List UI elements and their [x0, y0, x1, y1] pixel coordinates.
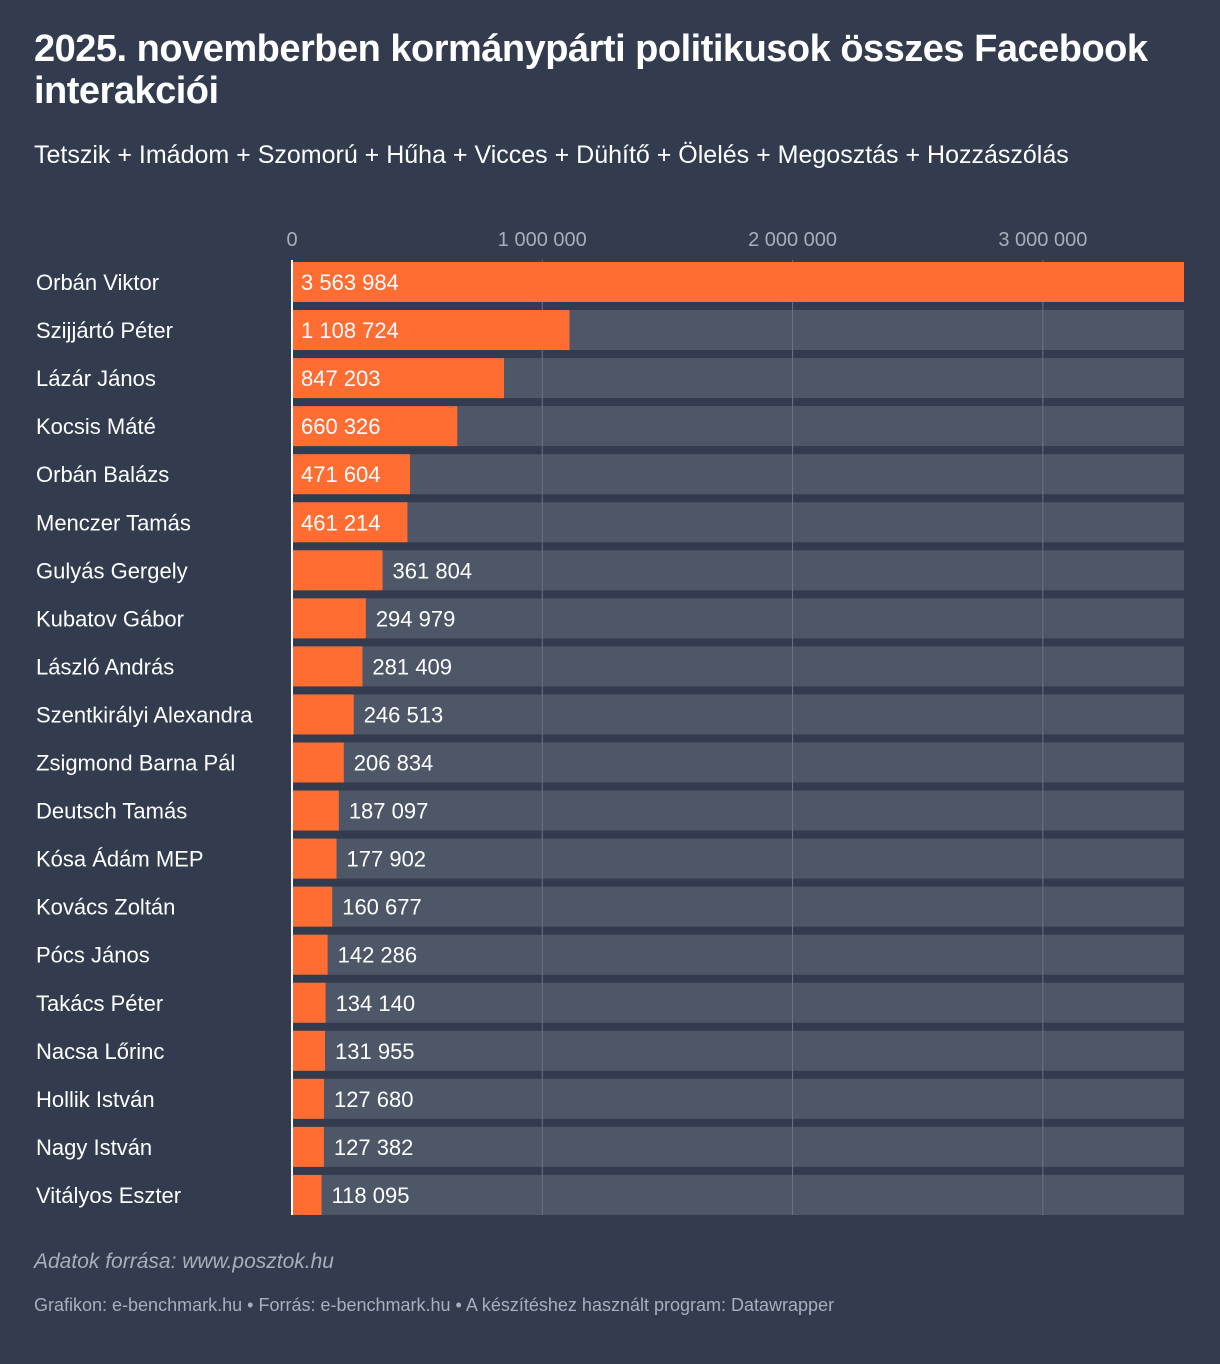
bar: [292, 358, 505, 399]
value-label: 134 140: [336, 991, 416, 1016]
category-label: Szentkirályi Alexandra: [36, 702, 253, 727]
bar: [292, 310, 570, 351]
bar: [292, 934, 328, 975]
category-label: Hollik István: [36, 1087, 155, 1112]
value-label: 160 677: [342, 895, 422, 920]
bar: [292, 454, 411, 495]
bar: [292, 742, 344, 783]
value-label: 142 286: [338, 943, 418, 968]
footer-credits: Grafikon: e-benchmark.hu • Forrás: e-ben…: [34, 1295, 834, 1316]
bar: [292, 1030, 326, 1071]
bar-track: [292, 454, 1184, 495]
value-label: 246 513: [364, 702, 444, 727]
bar: [292, 262, 1184, 302]
bar: [292, 790, 339, 831]
value-label: 127 680: [334, 1087, 414, 1112]
value-label: 847 203: [301, 366, 381, 391]
bar: [292, 1126, 324, 1167]
bar-track: [292, 790, 1184, 831]
category-label: Orbán Balázs: [36, 462, 169, 487]
footer-separator: •: [455, 1295, 462, 1315]
bar: [292, 406, 458, 447]
bar-track: [292, 982, 1184, 1023]
category-label: Vitályos Eszter: [36, 1183, 181, 1208]
bar-track: [292, 550, 1184, 591]
bar-track: [292, 1030, 1184, 1071]
value-label: 1 108 724: [301, 318, 399, 343]
value-label: 281 409: [372, 654, 452, 679]
bar-track: [292, 838, 1184, 879]
category-label: László András: [36, 654, 174, 679]
chart-subtitle: Tetszik + Imádom + Szomorú + Hűha + Vicc…: [34, 141, 1069, 169]
bar-track: [292, 646, 1184, 687]
category-label: Menczer Tamás: [36, 510, 191, 535]
bar: [292, 1078, 324, 1119]
x-tick-label: 3 000 000: [998, 229, 1087, 251]
bar: [292, 646, 363, 687]
value-label: 660 326: [301, 414, 381, 439]
category-label: Takács Péter: [36, 991, 163, 1016]
bar: [292, 886, 333, 927]
category-label: Nagy István: [36, 1135, 152, 1160]
category-label: Orbán Viktor: [36, 270, 159, 295]
footer-graphic: Grafikon: e-benchmark.hu: [34, 1295, 243, 1315]
bar-track: [292, 1174, 1184, 1215]
data-source-note: Adatok forrása: www.posztok.hu: [34, 1250, 334, 1273]
value-label: 3 563 984: [301, 270, 399, 295]
category-label: Kósa Ádám MEP: [36, 847, 204, 872]
value-label: 206 834: [354, 751, 434, 776]
bar: [292, 838, 337, 879]
bar-track: [292, 934, 1184, 975]
category-label: Gulyás Gergely: [36, 558, 188, 583]
category-label: Szijjártó Péter: [36, 318, 173, 343]
value-label: 118 095: [332, 1183, 410, 1208]
value-label: 461 214: [301, 510, 381, 535]
footer-separator: •: [247, 1295, 254, 1315]
value-label: 131 955: [335, 1039, 415, 1064]
x-tick-label: 1 000 000: [498, 229, 587, 251]
bar-track: [292, 742, 1184, 783]
x-tick-label: 0: [286, 229, 297, 251]
bar-track: [292, 502, 1184, 543]
footer-source: Forrás: e-benchmark.hu: [258, 1295, 451, 1315]
category-label: Kocsis Máté: [36, 414, 156, 439]
bar: [292, 598, 366, 639]
category-label: Kovács Zoltán: [36, 895, 175, 920]
footer-tool: A készítéshez használt program: Datawrap…: [465, 1295, 835, 1315]
value-label: 294 979: [376, 606, 456, 631]
bar-track: [292, 1126, 1184, 1167]
category-label: Deutsch Tamás: [36, 799, 187, 824]
category-label: Lázár János: [36, 366, 156, 391]
category-label: Pócs János: [36, 943, 150, 968]
value-label: 127 382: [334, 1135, 414, 1160]
category-label: Nacsa Lőrinc: [36, 1039, 164, 1064]
bar-track: [292, 886, 1184, 927]
bar-track: [292, 694, 1184, 735]
value-label: 471 604: [301, 462, 381, 487]
bar: [292, 694, 354, 735]
bar: [292, 982, 326, 1023]
category-label: Kubatov Gábor: [36, 606, 184, 631]
value-label: 361 804: [393, 558, 473, 583]
bar: [292, 502, 408, 543]
bar: [292, 550, 383, 591]
value-label: 177 902: [347, 847, 427, 872]
chart-title: 2025. novemberben kormánypárti politikus…: [34, 28, 1148, 112]
bar: [292, 1174, 322, 1215]
value-label: 187 097: [349, 799, 429, 824]
x-tick-label: 2 000 000: [748, 229, 837, 251]
bar-track: [292, 598, 1184, 639]
category-label: Zsigmond Barna Pál: [36, 751, 235, 776]
bar-track: [292, 1078, 1184, 1119]
